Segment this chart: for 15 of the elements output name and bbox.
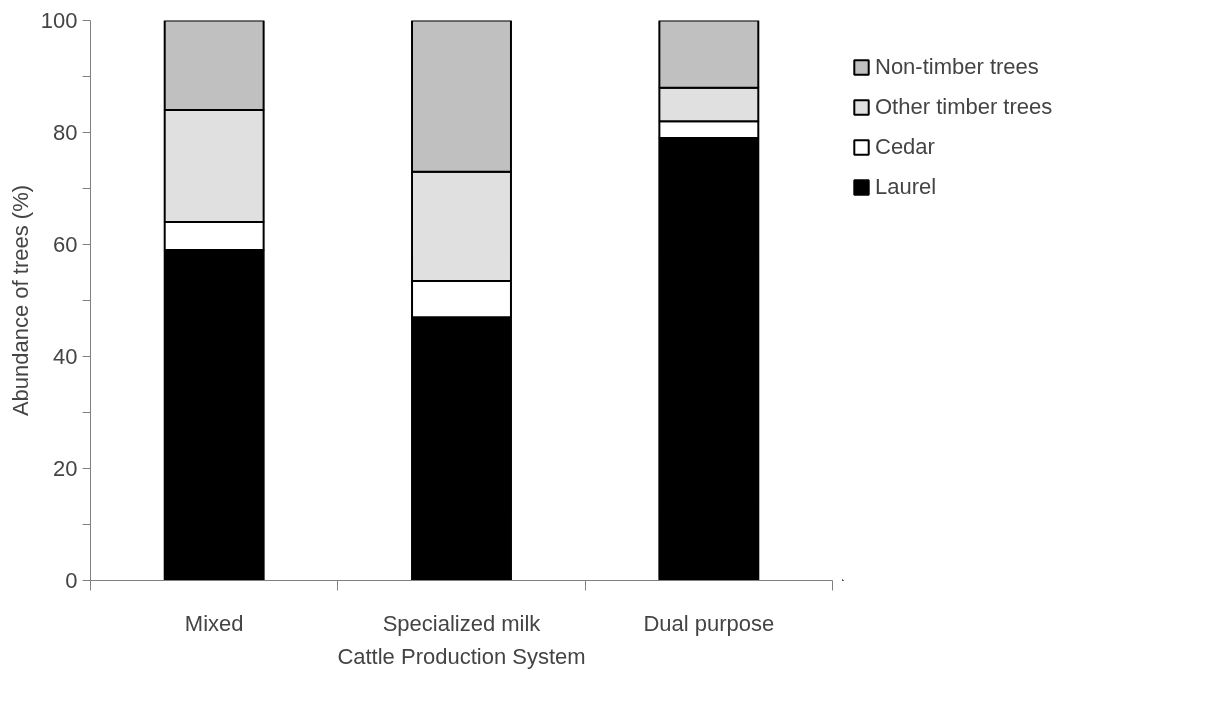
y-tick-label: 40: [53, 344, 78, 369]
x-axis-title: Cattle Production System: [337, 643, 586, 669]
legend-label: Cedar: [875, 134, 935, 160]
y-axis-title: Abundance of trees (%): [7, 184, 33, 417]
y-tick-label: 0: [65, 568, 78, 593]
legend-label: Non-timber trees: [875, 54, 1039, 80]
x-tick-label: Mixed: [184, 610, 244, 636]
y-tick-label: 60: [53, 232, 78, 257]
y-tick-label: 80: [53, 120, 78, 145]
x-tick-label: Specialized milk: [382, 610, 542, 636]
x-tick-label: Dual purpose: [643, 610, 775, 636]
y-tick-label: 100: [40, 8, 78, 33]
legend-label: Laurel: [875, 174, 937, 200]
y-tick-label: 20: [53, 456, 78, 481]
legend-label: Other timber trees: [875, 94, 1053, 120]
